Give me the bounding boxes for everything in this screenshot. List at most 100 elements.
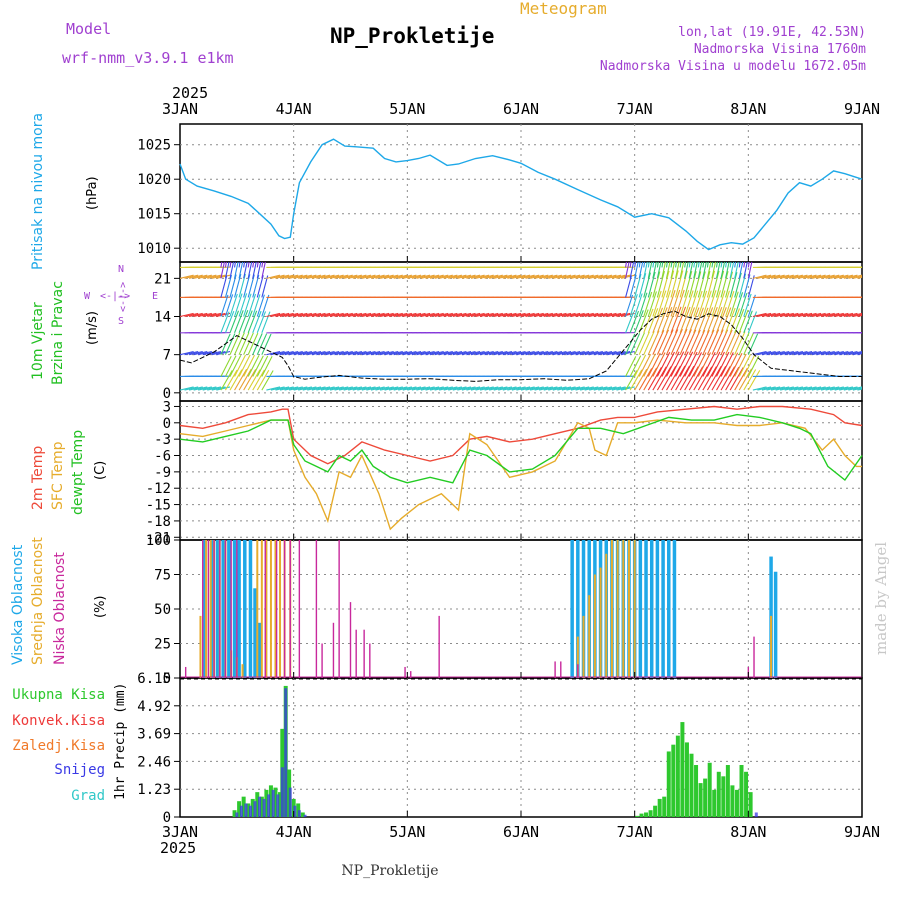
wind-vector (656, 290, 667, 317)
mid-cloud-bar (265, 540, 268, 678)
wind-vector (706, 365, 722, 391)
wind-vector (711, 307, 723, 334)
wind-vector (198, 350, 212, 356)
wind-vector (557, 386, 572, 391)
mid-cloud-bar (582, 615, 585, 678)
wind-vector (234, 262, 239, 279)
wind-vector (539, 312, 553, 318)
wind-vector (507, 312, 522, 318)
wind-vector (275, 386, 290, 391)
wind-vector (366, 350, 381, 356)
wind-vector (284, 274, 299, 279)
wind-vector (684, 262, 689, 279)
mid-cloud-bar (279, 540, 282, 678)
wind-vector (357, 274, 372, 279)
wind-vector (352, 312, 367, 318)
wind-vector (589, 274, 603, 279)
wind-vector (224, 262, 230, 279)
wind-vector (647, 352, 661, 377)
wind-vector (629, 369, 643, 391)
wind-vector (557, 312, 572, 318)
precip-total-bar (666, 751, 671, 817)
wind-vector (266, 386, 281, 391)
precip-total-bar (748, 792, 753, 817)
wind-vector (229, 293, 238, 317)
wind-vector (207, 312, 222, 318)
wind-vector (256, 275, 264, 298)
wind-vector (247, 262, 253, 279)
wind-vector (652, 271, 661, 298)
wind-vector (666, 365, 681, 391)
altitude-line: Nadmorska Visina 1760m (694, 42, 866, 57)
wind-vector (375, 312, 390, 318)
wind-vector (229, 310, 240, 334)
wind-vector (229, 355, 242, 377)
wind-vector (398, 350, 413, 356)
y-tick-label: -18 (146, 514, 171, 530)
wind-vector (352, 386, 367, 391)
y-tick-label: 21 (154, 271, 171, 287)
wind-vector (366, 312, 381, 318)
wind-vector (261, 356, 273, 377)
wind-vector (443, 274, 458, 279)
wind-vector (325, 312, 340, 318)
wind-vector (634, 332, 646, 355)
precip-total-bar (264, 789, 269, 817)
wind-vector (398, 274, 413, 279)
wind-vector (307, 386, 322, 391)
y-tick-label: -3 (154, 432, 171, 448)
wind-vector (679, 270, 688, 298)
wind-vector (684, 329, 697, 355)
low-cloud-bar (321, 643, 323, 678)
wind-vector (434, 274, 449, 279)
wind-vector (652, 290, 662, 317)
wind-vector (379, 350, 394, 356)
wind-vector (720, 352, 734, 377)
precip-total-bar (255, 792, 260, 817)
model-name: wrf-nmm_v3.9.1 e1km (62, 49, 234, 67)
precip-snow-bar (258, 796, 262, 817)
wind-vector (589, 312, 603, 318)
wind-vector (284, 312, 299, 318)
high-cloud-bar (638, 540, 643, 678)
wind-vector (393, 274, 408, 279)
precip-snow-bar (262, 798, 266, 817)
wind-vector (475, 274, 490, 279)
wind-vector (743, 369, 757, 391)
precip-total-bar (739, 765, 744, 817)
wind-vector (747, 275, 755, 298)
wind-vector (452, 386, 467, 391)
wind-vector (629, 333, 641, 355)
precip-total-bar (259, 796, 264, 817)
wind-vector (738, 262, 741, 268)
wind-vector (366, 386, 381, 391)
high-cloud-bar (203, 540, 207, 678)
low-cloud-bar (369, 643, 371, 678)
wind-vector (425, 312, 440, 318)
high-cloud-bar (649, 540, 654, 678)
low-cloud-bar (283, 540, 286, 678)
precip-snow-bar (297, 810, 301, 817)
wind-vector (688, 262, 694, 279)
precip-total-bar (694, 765, 699, 817)
precip-total-bar (250, 798, 255, 817)
wind-vector (434, 350, 449, 356)
wind-vector (457, 386, 472, 391)
wind-vector (852, 387, 862, 391)
wind-vector (766, 312, 781, 318)
wind-vector (288, 274, 303, 279)
wind-vector (697, 307, 709, 334)
wind-vector (616, 274, 631, 279)
wind-vector (715, 262, 721, 279)
high-cloud-bar (655, 540, 660, 678)
wind-vector (811, 274, 826, 279)
wind-vector (224, 274, 233, 298)
y-tick-label: 3.69 (137, 727, 171, 743)
wind-vector (647, 271, 656, 298)
x-tick-label-top: 5JAN (389, 100, 425, 118)
wind-vector (334, 386, 349, 391)
wind-vector (857, 276, 862, 279)
wind-vector (316, 350, 331, 356)
wind-vector (184, 274, 199, 279)
wind-vector (470, 350, 485, 356)
